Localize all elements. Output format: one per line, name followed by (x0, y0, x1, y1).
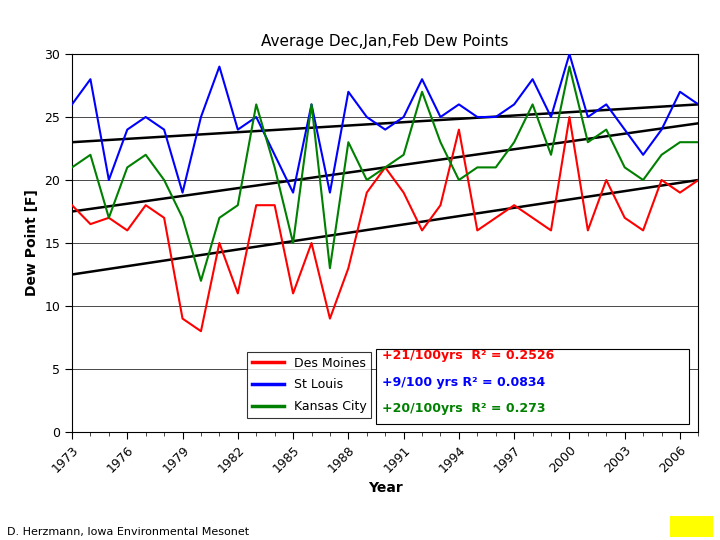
X-axis label: Year: Year (368, 481, 402, 495)
Legend: Des Moines, St Louis, Kansas City: Des Moines, St Louis, Kansas City (248, 352, 372, 418)
Text: +9/100 yrs R² = 0.0834: +9/100 yrs R² = 0.0834 (382, 375, 545, 388)
Text: +21/100yrs  R² = 0.2526: +21/100yrs R² = 0.2526 (382, 349, 554, 362)
Text: +20/100yrs  R² = 0.273: +20/100yrs R² = 0.273 (382, 402, 546, 415)
Text: +9/100 yrs R² = 0.0834: +9/100 yrs R² = 0.0834 (382, 375, 545, 388)
Text: D. Herzmann, Iowa Environmental Mesonet: D. Herzmann, Iowa Environmental Mesonet (7, 527, 249, 537)
Text: +20/100yrs  R² = 0.273: +20/100yrs R² = 0.273 (382, 402, 546, 415)
Y-axis label: Dew Point [F]: Dew Point [F] (24, 190, 39, 296)
FancyBboxPatch shape (376, 349, 689, 424)
Title: Average Dec,Jan,Feb Dew Points: Average Dec,Jan,Feb Dew Points (261, 33, 509, 49)
Text: +21/100yrs  R² = 0.2526: +21/100yrs R² = 0.2526 (382, 349, 554, 362)
